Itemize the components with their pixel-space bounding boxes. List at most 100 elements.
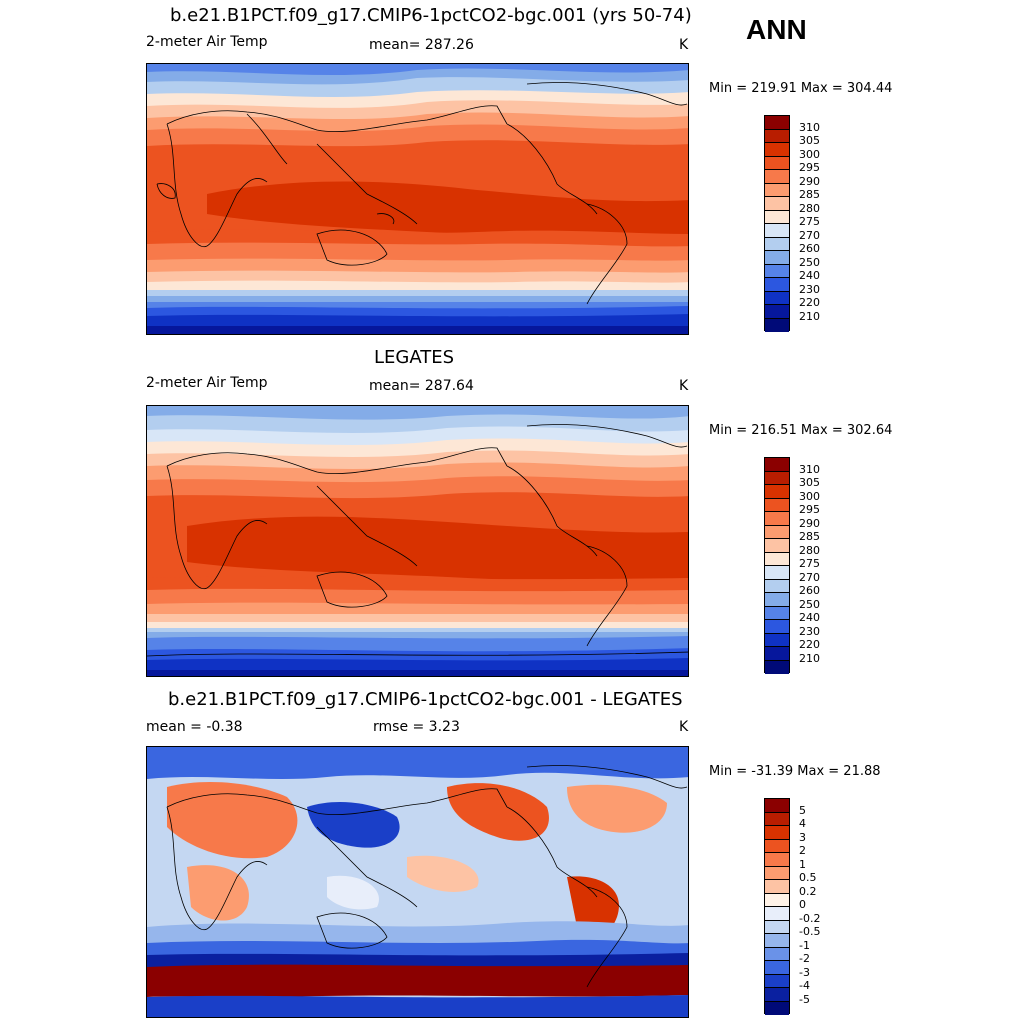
colorbar-tick-label: 295 xyxy=(799,161,820,174)
colorbar-tick-label: 210 xyxy=(799,651,820,665)
panel-3-mean: mean = -0.38 xyxy=(146,719,243,735)
panel-1-map xyxy=(146,63,689,335)
panel-3-colorbar xyxy=(764,798,790,1015)
colorbar-tick-label: 220 xyxy=(799,296,820,309)
colorbar-segment xyxy=(765,839,789,853)
colorbar-tick-label: 270 xyxy=(799,228,820,242)
colorbar-segment xyxy=(765,633,789,647)
colorbar-tick-label: -5 xyxy=(799,992,810,1006)
colorbar-segment xyxy=(765,458,789,472)
colorbar-segment xyxy=(765,620,789,634)
colorbar-segment xyxy=(765,305,789,319)
panel-2-units: K xyxy=(679,378,689,394)
colorbar-tick-label: 290 xyxy=(799,516,820,530)
colorbar-tick-label: 285 xyxy=(799,188,820,201)
colorbar-segment xyxy=(765,210,789,224)
colorbar-tick-label: 310 xyxy=(799,120,820,134)
colorbar-segment xyxy=(765,660,789,674)
colorbar-tick-label: 0.2 xyxy=(799,884,817,898)
colorbar-segment xyxy=(765,1001,789,1015)
colorbar-segment xyxy=(765,525,789,539)
colorbar-tick-label: 285 xyxy=(799,530,820,543)
colorbar-segment xyxy=(765,907,789,921)
panel-1-mean: mean= 287.26 xyxy=(369,37,474,53)
colorbar-segment xyxy=(765,183,789,197)
colorbar-segment xyxy=(765,156,789,170)
colorbar-segment xyxy=(765,579,789,593)
colorbar-tick-label: 0.5 xyxy=(799,871,817,884)
colorbar-segment xyxy=(765,893,789,907)
colorbar-tick-label: -0.5 xyxy=(799,925,821,938)
panel-3-minmax: Min = -31.39 Max = 21.88 xyxy=(709,764,881,779)
panel-2-colorbar xyxy=(764,457,790,674)
colorbar-tick-label: 270 xyxy=(799,570,820,584)
colorbar-tick-label: 275 xyxy=(799,557,820,570)
colorbar-tick-label: 210 xyxy=(799,309,820,323)
colorbar-segment xyxy=(765,251,789,265)
colorbar-segment xyxy=(765,318,789,332)
colorbar-tick-label: 260 xyxy=(799,242,820,255)
colorbar-segment xyxy=(765,853,789,867)
colorbar-tick-label: 240 xyxy=(799,611,820,624)
colorbar-tick-label: 260 xyxy=(799,584,820,597)
colorbar-segment xyxy=(765,934,789,948)
colorbar-tick-label: 305 xyxy=(799,134,820,147)
panel-3-title: b.e21.B1PCT.f09_g17.CMIP6-1pctCO2-bgc.00… xyxy=(168,689,683,710)
colorbar-segment xyxy=(765,974,789,988)
colorbar-tick-label: 310 xyxy=(799,462,820,476)
colorbar-segment xyxy=(765,237,789,251)
colorbar-tick-label: 250 xyxy=(799,255,820,269)
colorbar-tick-label: 290 xyxy=(799,174,820,188)
colorbar-segment xyxy=(765,471,789,485)
colorbar-segment xyxy=(765,812,789,826)
colorbar-tick-label: 295 xyxy=(799,503,820,516)
colorbar-tick-label: 300 xyxy=(799,489,820,503)
colorbar-tick-label: 305 xyxy=(799,476,820,489)
colorbar-tick-label: 240 xyxy=(799,269,820,282)
colorbar-tick-label: -2 xyxy=(799,952,810,965)
panel-1-title: b.e21.B1PCT.f09_g17.CMIP6-1pctCO2-bgc.00… xyxy=(170,5,692,26)
colorbar-segment xyxy=(765,264,789,278)
panel-2-variable: 2-meter Air Temp xyxy=(146,375,268,391)
panel-2-map xyxy=(146,405,689,677)
colorbar-segment xyxy=(765,920,789,934)
colorbar-segment xyxy=(765,539,789,553)
panel-3-units: K xyxy=(679,719,689,735)
colorbar-tick-label: -4 xyxy=(799,979,810,992)
colorbar-tick-label: 275 xyxy=(799,215,820,228)
colorbar-tick-label: -3 xyxy=(799,965,810,979)
panel-1-units: K xyxy=(679,37,689,53)
season-label: ANN xyxy=(746,14,807,45)
colorbar-tick-label: 250 xyxy=(799,597,820,611)
colorbar-segment xyxy=(765,947,789,961)
colorbar-segment xyxy=(765,116,789,130)
colorbar-segment xyxy=(765,197,789,211)
colorbar-tick-label: 280 xyxy=(799,201,820,215)
colorbar-segment xyxy=(765,826,789,840)
colorbar-tick-label: 2 xyxy=(799,844,806,857)
panel-2-mean: mean= 287.64 xyxy=(369,378,474,394)
colorbar-tick-label: 3 xyxy=(799,830,806,844)
colorbar-segment xyxy=(765,170,789,184)
colorbar-segment xyxy=(765,291,789,305)
colorbar-segment xyxy=(765,866,789,880)
panel-1-variable: 2-meter Air Temp xyxy=(146,34,268,50)
colorbar-tick-label: 0 xyxy=(799,898,806,911)
colorbar-segment xyxy=(765,593,789,607)
colorbar-segment xyxy=(765,498,789,512)
panel-3-map xyxy=(146,746,689,1018)
panel-3-rmse: rmse = 3.23 xyxy=(373,719,460,735)
colorbar-tick-label: 5 xyxy=(799,803,806,817)
colorbar-segment xyxy=(765,961,789,975)
colorbar-segment xyxy=(765,485,789,499)
colorbar-tick-label: 230 xyxy=(799,624,820,638)
colorbar-segment xyxy=(765,988,789,1002)
panel-1-minmax: Min = 219.91 Max = 304.44 xyxy=(709,81,893,96)
colorbar-tick-label: 300 xyxy=(799,147,820,161)
colorbar-segment xyxy=(765,566,789,580)
colorbar-segment xyxy=(765,606,789,620)
colorbar-segment xyxy=(765,880,789,894)
panel-2-title: LEGATES xyxy=(374,347,455,368)
colorbar-tick-label: 1 xyxy=(799,857,806,871)
colorbar-segment xyxy=(765,647,789,661)
